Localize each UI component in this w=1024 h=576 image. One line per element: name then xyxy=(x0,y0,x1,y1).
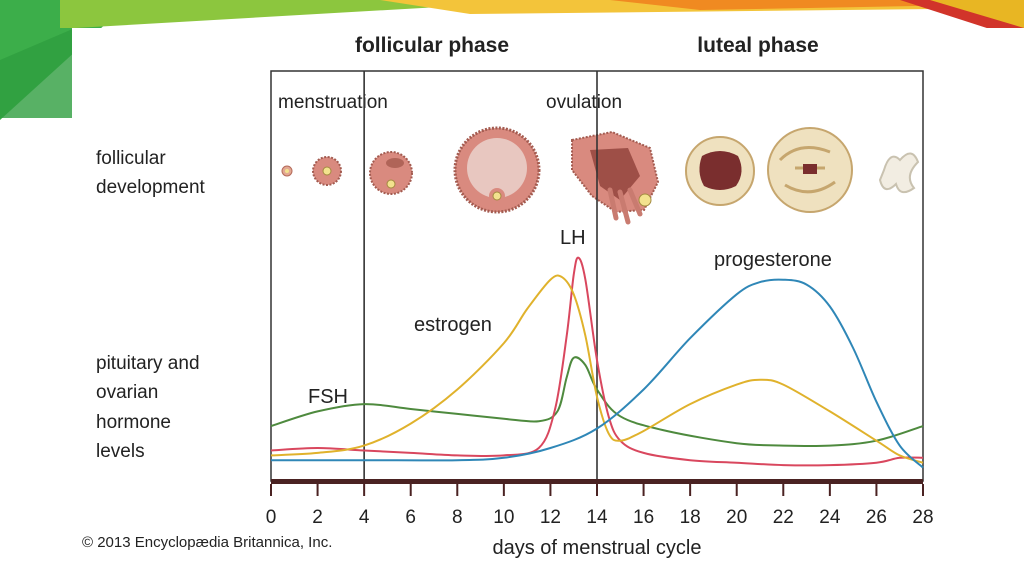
series-line-estrogen xyxy=(270,274,924,464)
x-axis-label: days of menstrual cycle xyxy=(493,537,702,559)
menstruation-label: menstruation xyxy=(278,92,388,113)
series-line-fsh xyxy=(270,356,924,448)
follicular-label-line: development xyxy=(96,177,206,198)
series-label-estrogen: estrogen xyxy=(414,314,492,336)
secondary-follicle-icon xyxy=(369,151,413,195)
x-tick-label: 26 xyxy=(866,507,887,528)
x-tick-label: 12 xyxy=(540,507,561,528)
x-tick-label: 10 xyxy=(493,507,514,528)
primordial-follicle-icon xyxy=(281,165,293,177)
follicular-phase-label: follicular phase xyxy=(355,34,509,57)
hormone-levels-label: pituitary and ovarian hormone levels xyxy=(96,353,200,462)
series-line-progesterone xyxy=(271,278,924,469)
x-axis-ticks: 0 2 4 6 8 10 12 14 16 18 20 22 24 26 28 xyxy=(266,484,934,528)
hormone-label-line: hormone xyxy=(96,412,171,433)
series-line-lh xyxy=(270,256,924,467)
primary-follicle-icon xyxy=(312,156,342,186)
x-tick-label: 18 xyxy=(680,507,701,528)
follicle-illustrations xyxy=(281,126,920,225)
antral-follicle-icon xyxy=(453,126,541,214)
corpus-luteum-icon xyxy=(685,136,755,206)
x-tick-label: 6 xyxy=(405,507,416,528)
hormone-curves xyxy=(270,256,924,469)
series-label-fsh: FSH xyxy=(308,386,348,408)
x-axis-bar xyxy=(271,479,923,484)
x-tick-label: 4 xyxy=(359,507,370,528)
event-marker-lines xyxy=(363,71,598,481)
series-label-progesterone: progesterone xyxy=(714,249,832,271)
x-tick-label: 8 xyxy=(452,507,463,528)
x-tick-label: 20 xyxy=(726,507,747,528)
hormone-label-line: pituitary and xyxy=(96,353,200,374)
x-tick-label: 2 xyxy=(312,507,323,528)
corpus-albicans-icon xyxy=(878,152,920,194)
mature-corpus-luteum-icon xyxy=(767,127,853,213)
x-tick-label: 16 xyxy=(633,507,654,528)
x-tick-label: 14 xyxy=(586,507,608,528)
x-tick-label: 24 xyxy=(819,507,841,528)
follicular-development-label: follicular development xyxy=(96,148,206,198)
copyright-credit: © 2013 Encyclopædia Britannica, Inc. xyxy=(82,534,333,551)
x-tick-label: 0 xyxy=(266,507,277,528)
hormone-label-line: levels xyxy=(96,441,145,462)
series-label-lh: LH xyxy=(560,227,586,249)
ovulation-label: ovulation xyxy=(546,92,622,113)
luteal-phase-label: luteal phase xyxy=(697,34,818,57)
hormone-label-line: ovarian xyxy=(96,382,158,403)
x-tick-label: 28 xyxy=(912,507,933,528)
ovulating-follicle-icon xyxy=(571,130,660,225)
x-tick-label: 22 xyxy=(773,507,794,528)
follicular-label-line: follicular xyxy=(96,148,166,169)
